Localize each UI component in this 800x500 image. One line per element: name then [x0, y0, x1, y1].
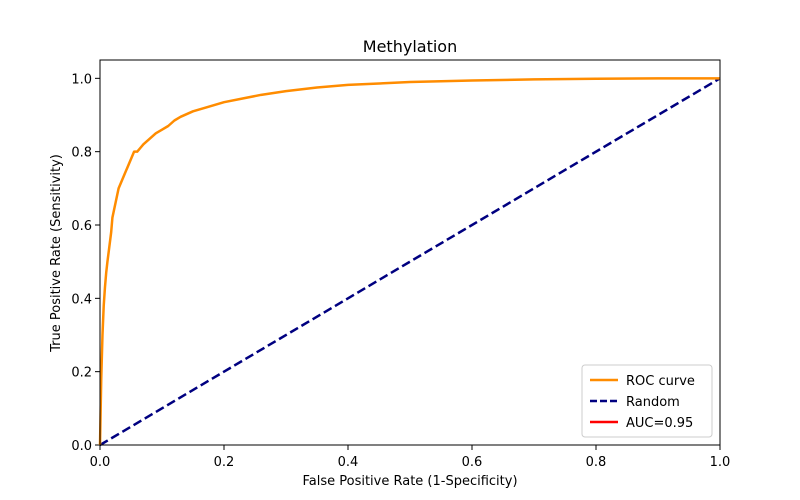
y-tick-label: 0.8 — [71, 146, 92, 161]
y-tick-label: 0.6 — [71, 219, 92, 234]
x-tick-label: 0.6 — [462, 455, 483, 470]
series-line-random — [99, 77, 721, 447]
series-group — [98, 77, 721, 447]
y-tick-label: 0.0 — [71, 439, 92, 454]
x-tick-label: 0.4 — [338, 455, 359, 470]
y-tick-label: 0.2 — [71, 366, 92, 381]
legend: ROC curve Random AUC=0.95 — [581, 364, 713, 438]
y-axis-label: True Positive Rate (Sensitivity) — [49, 154, 64, 353]
x-axis-label: False Positive Rate (1-Specificity) — [302, 474, 517, 489]
x-axis-ticks: 0.0 0.2 0.4 0.6 0.8 1.0 — [90, 445, 731, 470]
legend-label: Random — [626, 395, 680, 410]
y-tick-label: 0.4 — [71, 292, 92, 307]
x-tick-label: 0.0 — [90, 455, 111, 470]
x-tick-label: 0.2 — [214, 455, 235, 470]
legend-label: ROC curve — [626, 374, 695, 389]
series-line-roc-curve — [98, 77, 720, 446]
x-tick-label: 1.0 — [710, 455, 731, 470]
y-axis-ticks: 0.0 0.2 0.4 0.6 0.8 1.0 — [71, 72, 100, 454]
chart-title: Methylation — [363, 37, 457, 56]
y-tick-label: 1.0 — [71, 72, 92, 87]
legend-label: AUC=0.95 — [626, 416, 693, 431]
legend-box — [581, 364, 713, 438]
plot-frame — [99, 59, 721, 446]
x-tick-label: 0.8 — [586, 455, 607, 470]
